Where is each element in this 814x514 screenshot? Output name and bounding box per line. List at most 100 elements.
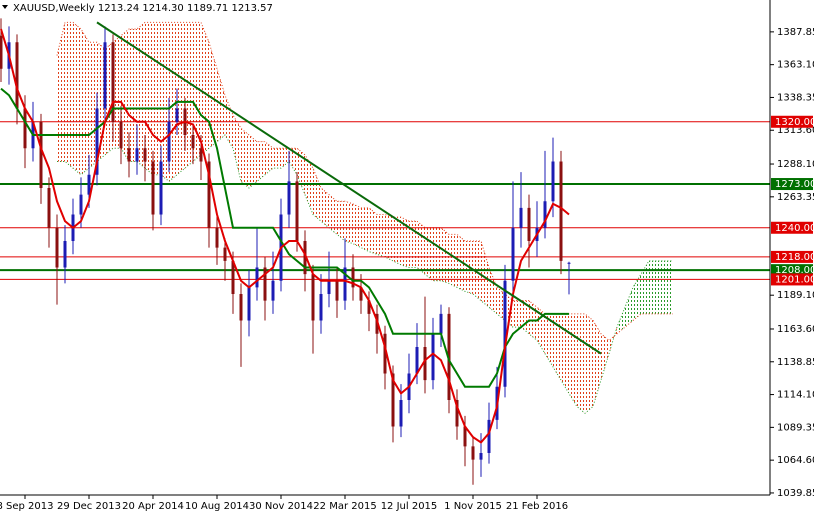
- cloud-segment: [665, 260, 673, 314]
- candle-body: [167, 121, 171, 162]
- candle-body: [103, 42, 107, 109]
- cloud-segment: [385, 214, 393, 261]
- level-label: 1218.00: [775, 252, 814, 263]
- candle-body: [151, 161, 155, 215]
- cloud-segment: [441, 227, 449, 284]
- cloud-segment: [625, 287, 633, 328]
- candle-body: [567, 262, 571, 264]
- candle-body: [119, 121, 123, 149]
- cloud-segment: [377, 214, 385, 257]
- level-label-box: [771, 178, 813, 191]
- candle-body: [271, 280, 275, 301]
- cloud-segment: [65, 22, 73, 169]
- cloud-segment: [513, 300, 521, 328]
- cloud-segment: [353, 203, 361, 248]
- cloud-segment: [417, 221, 425, 275]
- candle-body: [143, 148, 147, 162]
- candle-body: [471, 446, 475, 460]
- level-label-box: [771, 221, 813, 234]
- y-tick-label: 1114.10: [777, 390, 814, 401]
- cloud-segment: [601, 333, 609, 381]
- cloud-segment: [425, 227, 433, 281]
- cloud-segment: [161, 22, 169, 182]
- level-label-box: [771, 250, 813, 263]
- cloud-segment: [345, 201, 353, 244]
- y-tick-label: 1189.10: [777, 290, 814, 301]
- candle-body: [303, 241, 307, 275]
- cloud-segment: [169, 22, 177, 182]
- candle-body: [327, 280, 331, 295]
- cloud-segment: [105, 42, 113, 155]
- cloud-segment: [369, 207, 377, 255]
- candle-body: [0, 35, 3, 69]
- candle-body: [479, 452, 483, 460]
- candle-body: [399, 400, 403, 427]
- cloud-segment: [641, 260, 649, 314]
- cloud-segment: [497, 287, 505, 321]
- cloud-segment: [393, 217, 401, 265]
- candle-body: [295, 181, 299, 242]
- candle-body: [511, 227, 515, 281]
- last-low: 1189.71: [187, 3, 228, 14]
- cloud-segment: [569, 313, 577, 407]
- candle-body: [23, 108, 27, 149]
- cloud-segment: [617, 307, 625, 334]
- cloud-segment: [361, 207, 369, 252]
- candle-body: [423, 347, 427, 381]
- candle-body: [239, 294, 243, 321]
- candle-body: [319, 294, 323, 321]
- cloud-segment: [633, 274, 641, 321]
- plot-area: [0, 18, 770, 485]
- cloud-segment: [249, 135, 257, 189]
- cloud-segment: [433, 227, 441, 281]
- cloud-segment: [81, 29, 89, 175]
- chart-header: XAUUSD,Weekly 1213.24 1214.30 1189.71 12…: [13, 3, 273, 14]
- y-tick-label: 1363.10: [777, 60, 814, 71]
- cloud-segment: [113, 35, 121, 149]
- cloud-segment: [553, 313, 561, 381]
- last-high: 1214.30: [142, 3, 183, 14]
- candle-body: [55, 227, 59, 268]
- cloud-segment: [281, 148, 289, 169]
- cloud-segment: [457, 234, 465, 292]
- cloud-segment: [201, 22, 209, 155]
- cloud-segment: [241, 128, 249, 189]
- candle-body: [247, 287, 251, 321]
- candle-body: [79, 194, 83, 215]
- x-tick-label: 12 Jul 2015: [381, 501, 438, 512]
- y-tick-label: 1138.85: [777, 357, 814, 368]
- last-open: 1213.24: [98, 3, 139, 14]
- axis-layer: 1387.85 1363.10 1338.35 1313.60 1288.10 1263.…: [0, 27, 814, 512]
- candle-body: [503, 280, 507, 387]
- candle-body: [175, 108, 179, 122]
- last-close: 1213.57: [231, 3, 272, 14]
- cloud-segment: [137, 22, 145, 169]
- candle-body: [559, 161, 563, 261]
- x-tick-label: 21 Feb 2016: [506, 501, 568, 512]
- tenkan-line: [0, 28, 570, 444]
- candle-body: [335, 280, 339, 301]
- candle-body: [391, 373, 395, 427]
- x-tick-label: 30 Nov 2014: [249, 501, 313, 512]
- candle-body: [415, 347, 419, 374]
- candle-body: [455, 400, 459, 427]
- y-tick-label: 1263.35: [777, 192, 814, 203]
- candle-body: [199, 148, 203, 162]
- senkou-span-b: [56, 21, 673, 342]
- candle-body: [63, 241, 67, 268]
- candle-body: [135, 148, 139, 162]
- level-label: 1320.00: [775, 117, 814, 128]
- candle-body: [343, 267, 347, 301]
- x-tick-label: 29 Dec 2013: [57, 501, 121, 512]
- candle-body: [439, 313, 443, 334]
- candle-body: [463, 426, 467, 447]
- candle-body: [383, 333, 387, 374]
- level-label-box: [771, 115, 813, 128]
- level-label: 1201.00: [775, 274, 814, 285]
- y-tick-label: 1338.35: [777, 92, 814, 103]
- candle-body: [255, 267, 259, 288]
- level-label-box: [771, 264, 813, 277]
- candle-body: [519, 207, 523, 228]
- cloud-segment: [449, 234, 457, 288]
- cloud-segment: [185, 22, 193, 169]
